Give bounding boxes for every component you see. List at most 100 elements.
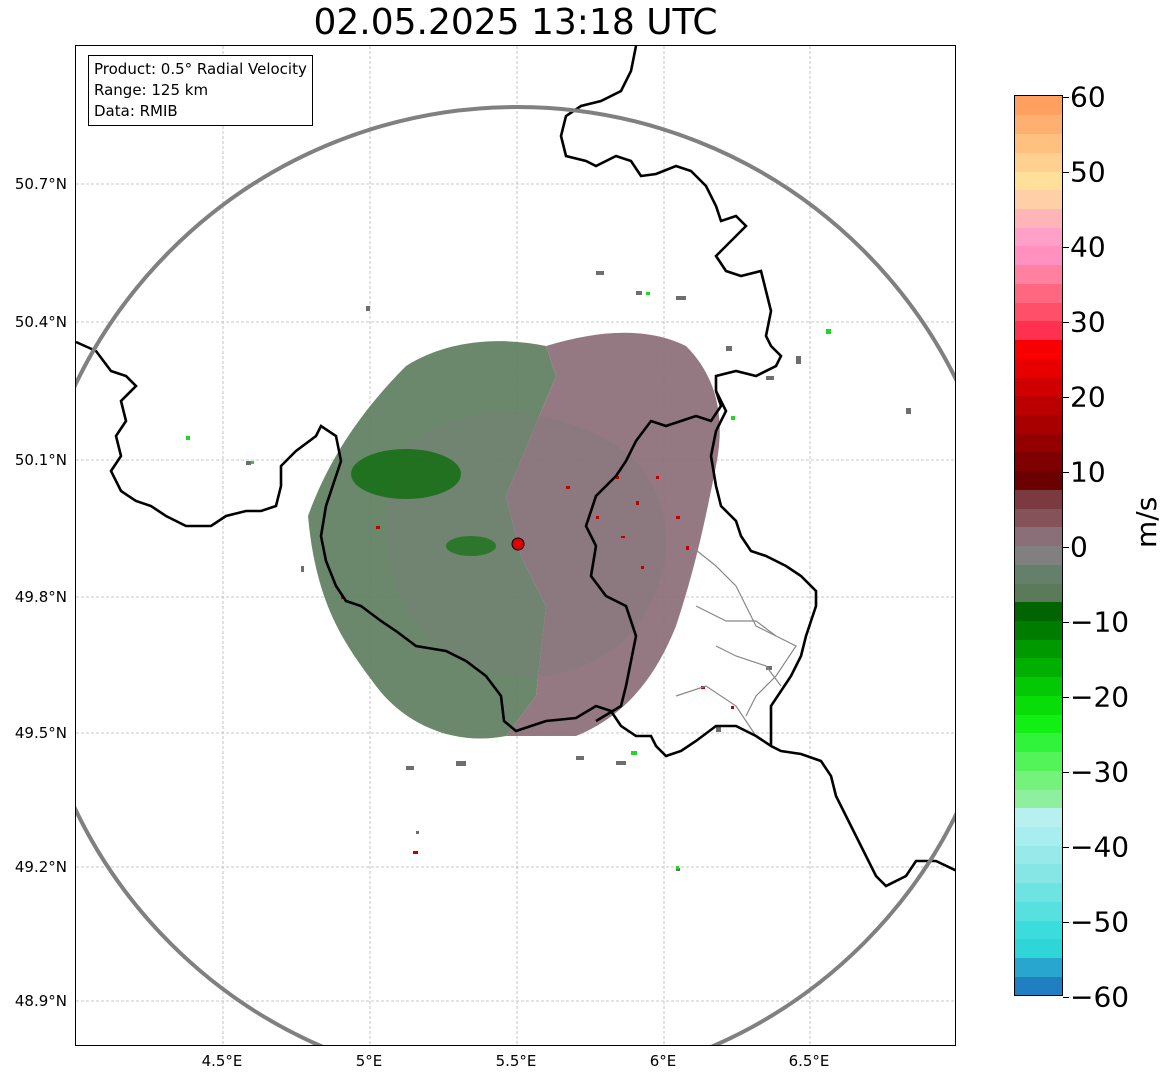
- lat-label-49.5: 49.5°N: [14, 724, 67, 742]
- colorbar-segment: [1015, 770, 1062, 790]
- colorbar-tick-label: −50: [1070, 905, 1130, 939]
- colorbar-tick: [1063, 172, 1069, 173]
- lon-label-6: 6°E: [649, 1052, 677, 1070]
- colorbar-segment: [1015, 489, 1062, 509]
- product-label: Product: 0.5° Radial Velocity: [94, 60, 307, 78]
- colorbar-segment: [1015, 133, 1062, 153]
- range-label: Range: 125 km: [94, 81, 209, 99]
- colorbar-segment: [1015, 845, 1062, 865]
- colorbar-segment: [1015, 920, 1062, 940]
- colorbar-segment: [1015, 901, 1062, 921]
- colorbar-tick-label: 10: [1070, 455, 1106, 489]
- lon-label-5: 5°E: [355, 1052, 383, 1070]
- colorbar-segment: [1015, 695, 1062, 715]
- colorbar-tick: [1063, 697, 1069, 698]
- lat-label-48.9: 48.9°N: [14, 992, 67, 1010]
- colorbar-tick-label: −60: [1070, 980, 1130, 1014]
- colorbar-segment: [1015, 863, 1062, 884]
- colorbar-segment: [1015, 451, 1062, 472]
- colorbar-segment: [1015, 339, 1062, 359]
- colorbar-segment: [1015, 208, 1062, 228]
- colorbar-segment: [1015, 882, 1062, 902]
- colorbar-segment: [1015, 508, 1062, 528]
- colorbar-segment: [1015, 320, 1062, 341]
- radar-map[interactable]: [75, 45, 956, 1046]
- radar-echoes: [186, 271, 911, 871]
- colorbar-tick: [1063, 472, 1069, 473]
- colorbar-segment: [1015, 620, 1062, 640]
- colorbar-segment: [1015, 152, 1062, 172]
- range-ring: [76, 105, 955, 1045]
- colorbar-tick-label: −20: [1070, 680, 1130, 714]
- colorbar-segment: [1015, 564, 1062, 584]
- colorbar-segment: [1015, 433, 1062, 453]
- colorbar-tick: [1063, 322, 1069, 323]
- map-canvas: [76, 46, 955, 1045]
- colorbar-segment: [1015, 376, 1062, 397]
- colorbar-segment: [1015, 732, 1062, 753]
- colorbar-tick: [1063, 847, 1069, 848]
- colorbar-tick: [1063, 997, 1069, 998]
- colorbar-segment: [1015, 714, 1062, 734]
- colorbar-tick: [1063, 547, 1069, 548]
- colorbar-segment: [1015, 302, 1062, 322]
- colorbar-tick: [1063, 622, 1069, 623]
- colorbar-unit-label: m/s: [1130, 496, 1163, 548]
- colorbar-segment: [1015, 676, 1062, 696]
- colorbar-segment: [1015, 96, 1062, 116]
- colorbar-segment: [1015, 189, 1062, 209]
- colorbar-tick-label: 40: [1070, 230, 1106, 264]
- lat-label-50.7: 50.7°N: [14, 175, 67, 193]
- colorbar-segment: [1015, 826, 1062, 846]
- colorbar-tick: [1063, 247, 1069, 248]
- colorbar-tick-label: −10: [1070, 605, 1130, 639]
- region-borders: [675, 545, 797, 737]
- lon-label-5.5: 5.5°E: [495, 1052, 537, 1070]
- colorbar-segment: [1015, 170, 1062, 191]
- echo-dark-green-patch: [351, 449, 461, 499]
- colorbar-segment: [1015, 657, 1062, 678]
- lat-label-50.4: 50.4°N: [14, 313, 67, 331]
- lat-label-50.1: 50.1°N: [14, 451, 67, 469]
- colorbar-tick-label: 30: [1070, 305, 1106, 339]
- colorbar-segment: [1015, 526, 1062, 547]
- echo-scatter: [246, 271, 911, 871]
- colorbar-tick-label: 20: [1070, 380, 1106, 414]
- lon-label-4.5: 4.5°E: [201, 1052, 243, 1070]
- data-source-label: Data: RMIB: [94, 102, 178, 120]
- colorbar-tick: [1063, 922, 1069, 923]
- lat-label-49.2: 49.2°N: [14, 858, 67, 876]
- colorbar-segment: [1015, 358, 1062, 378]
- colorbar-segment: [1015, 938, 1062, 959]
- colorbar-segment: [1015, 545, 1062, 565]
- colorbar-segment: [1015, 788, 1062, 809]
- colorbar-tick: [1063, 397, 1069, 398]
- echo-green-scatter: [186, 292, 831, 869]
- colorbar-segment: [1015, 414, 1062, 434]
- colorbar-tick: [1063, 97, 1069, 98]
- colorbar-segment: [1015, 470, 1062, 490]
- colorbar-segment: [1015, 227, 1062, 247]
- colorbar-tick-label: −30: [1070, 755, 1130, 789]
- echo-outbound-region: [506, 332, 720, 736]
- colorbar-tick-label: −40: [1070, 830, 1130, 864]
- colorbar-segment: [1015, 957, 1062, 977]
- lon-label-6.5: 6.5°E: [788, 1052, 830, 1070]
- echo-dark-green-patch: [446, 536, 496, 556]
- echo-inbound-region: [308, 341, 556, 739]
- colorbar-segment: [1015, 601, 1062, 622]
- map-title: 02.05.2025 13:18 UTC: [313, 2, 718, 43]
- colorbar-segment: [1015, 976, 1062, 995]
- colorbar-segment: [1015, 245, 1062, 266]
- colorbar-segment: [1015, 751, 1062, 771]
- colorbar-tick-label: 60: [1070, 80, 1106, 114]
- colorbar-tick-label: 0: [1070, 530, 1088, 564]
- lat-label-49.8: 49.8°N: [14, 588, 67, 606]
- colorbar-segment: [1015, 395, 1062, 415]
- product-info-box: Product: 0.5° Radial Velocity Range: 125…: [88, 55, 313, 126]
- colorbar-segment: [1015, 264, 1062, 284]
- radar-site-marker: [511, 537, 525, 551]
- velocity-colorbar: [1014, 95, 1063, 996]
- colorbar-segment: [1015, 283, 1062, 303]
- colorbar-segment: [1015, 582, 1062, 603]
